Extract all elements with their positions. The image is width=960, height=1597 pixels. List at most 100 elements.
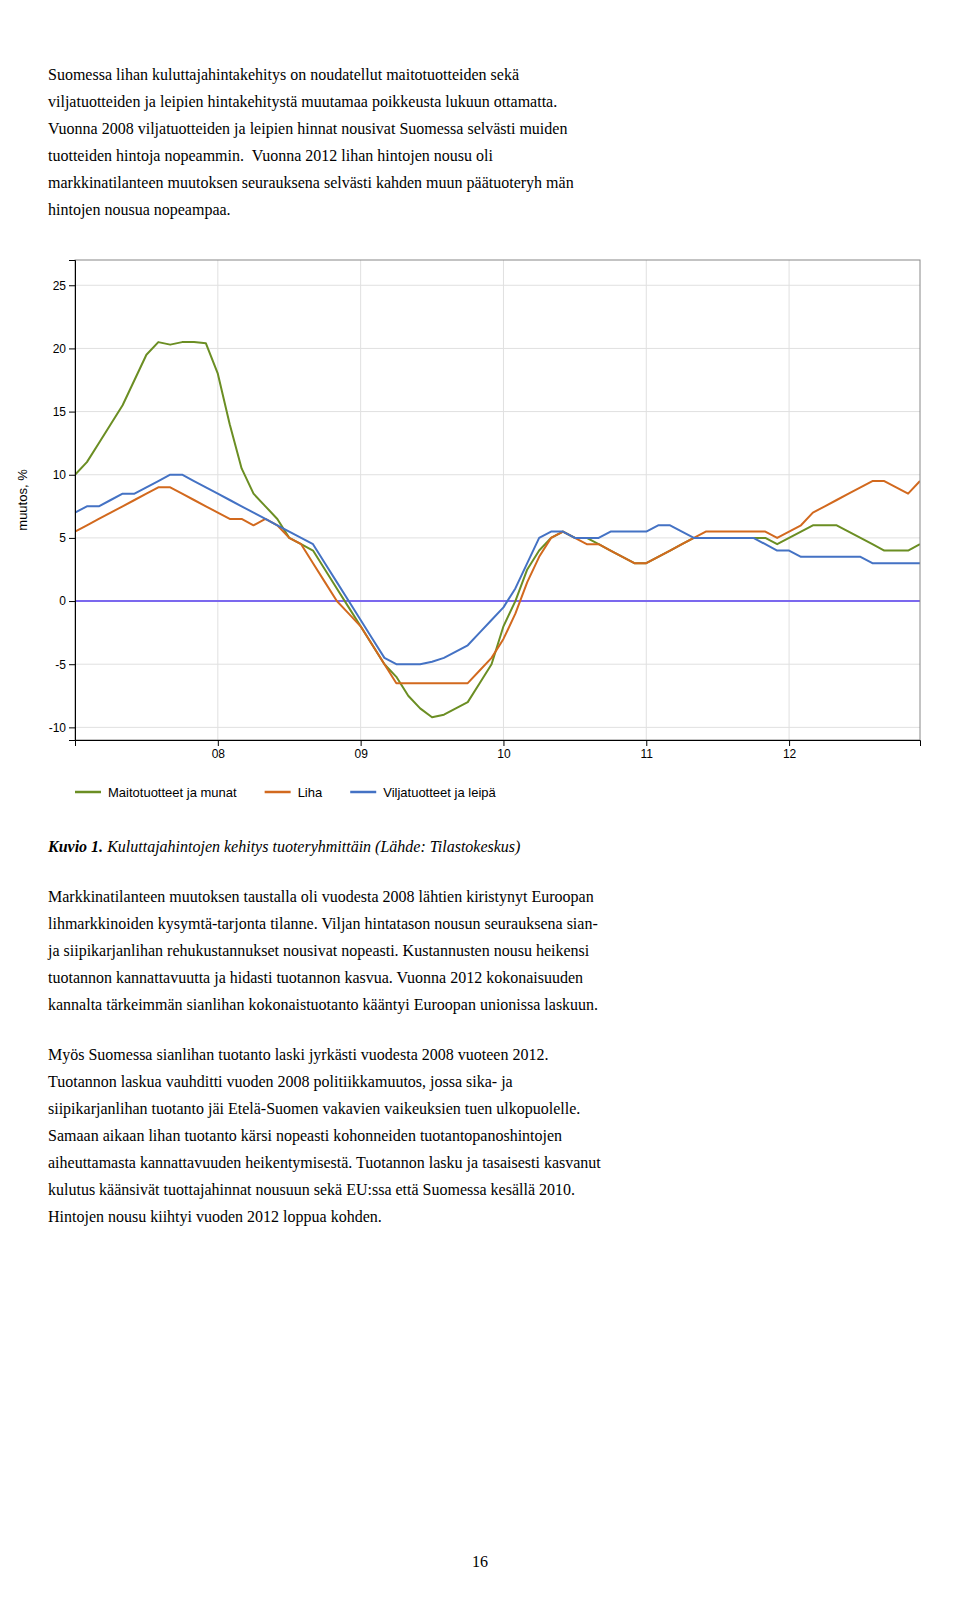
grid-line-y <box>75 664 920 665</box>
paragraph-line: ja siipikarjanlihan rehukustannukset nou… <box>47 942 590 960</box>
x-tick-mark <box>503 740 504 746</box>
series-line <box>75 342 920 717</box>
grid-line-x <box>789 260 790 740</box>
grid-line-y <box>75 727 920 728</box>
x-tick-label: 11 <box>641 747 654 761</box>
paragraph: Suomessa lihan kuluttajahintakehitys on … <box>48 66 574 219</box>
y-tick-mark <box>69 538 75 539</box>
y-axis: -10 -5 0 5 10 15 20 25 <box>49 261 76 741</box>
legend-item: Liha <box>265 785 323 800</box>
legend: Maitotuotteet ja munat Liha Viljatuotteet … <box>75 785 496 800</box>
legend-item: Viljatuotteet ja leipä <box>350 785 496 800</box>
grid-line-x <box>646 260 647 740</box>
plot-area <box>75 342 920 717</box>
paragraph-line: Samaan aikaan lihan tuotanto kärsi nopea… <box>48 1127 562 1145</box>
y-tick-mark <box>69 348 75 349</box>
x-tick: 12 <box>783 740 797 761</box>
grid-line-x <box>503 260 504 740</box>
paragraph-line: siipikarjanlihan tuotanto jäi Etelä-Suom… <box>48 1100 580 1118</box>
x-tick-mark <box>218 740 219 746</box>
legend-label: Viljatuotteet ja leipä <box>383 785 496 800</box>
paragraph-line: aiheuttamasta kannattavuuden heikentymis… <box>48 1154 601 1172</box>
y-tick: 15 <box>53 405 75 419</box>
legend-label: Maitotuotteet ja munat <box>108 785 237 800</box>
paragraph-line: kannalta tärkeimmän sianlihan kokonaistu… <box>48 996 598 1014</box>
chart: -10 -5 0 5 10 15 20 25 08 09 10 11 12 muutos, % Maitot… <box>15 260 921 800</box>
reference-line <box>75 600 920 602</box>
x-axis: 08 09 10 11 12 <box>76 740 921 761</box>
y-tick-label: -10 <box>49 721 67 735</box>
paragraph: Myös Suomessa sianlihan tuotanto laski j… <box>48 1046 601 1226</box>
page: Suomessa lihan kuluttajahintakehitys on … <box>0 0 960 1597</box>
y-tick: -10 <box>49 721 75 735</box>
y-tick-label: 10 <box>53 468 67 482</box>
paragraph-line: hintojen nousua nopeampaa. <box>48 201 231 219</box>
paragraph-line: Hintojen nousu kiihtyi vuoden 2012 loppu… <box>48 1208 382 1226</box>
legend-swatch <box>265 791 291 794</box>
series-line <box>75 481 920 683</box>
grid-line-y <box>75 285 920 286</box>
y-tick-label: 20 <box>53 342 67 356</box>
grid-line-y <box>75 411 920 412</box>
y-tick-mark <box>69 285 75 286</box>
paragraph-line: Tuotannon laskua vauhditti vuoden 2008 p… <box>48 1073 513 1091</box>
paragraph-line: lihmarkkinoiden kysymtä-tarjonta tilanne… <box>48 915 598 933</box>
grid-line-x <box>360 260 361 740</box>
y-tick: 5 <box>59 531 75 545</box>
y-tick-label: 0 <box>59 594 66 608</box>
x-tick-label: 09 <box>354 747 368 761</box>
x-tick-mark <box>361 740 362 746</box>
legend-item: Maitotuotteet ja munat <box>75 785 237 800</box>
y-tick-label: 25 <box>53 279 67 293</box>
x-tick: 10 <box>497 740 511 761</box>
y-tick-label: -5 <box>55 658 66 672</box>
caption-bold: Kuvio 1. <box>47 838 103 855</box>
grid-line-x <box>217 260 218 740</box>
caption-italic: Kuluttajahintojen kehitys tuoteryhmittäi… <box>103 838 520 856</box>
x-tick-label: 08 <box>212 747 226 761</box>
x-tick-label: 10 <box>497 747 511 761</box>
paragraph-line: Vuonna 2008 viljatuotteiden ja leipien h… <box>48 120 567 138</box>
paragraph-line: tuotteiden hintoja nopeammin. Vuonna 201… <box>48 147 493 165</box>
legend-label: Liha <box>298 785 323 800</box>
y-axis-line <box>69 261 76 741</box>
paragraph-line: tuotannon kannattavuutta ja hidasti tuot… <box>48 969 583 987</box>
paragraph-line: Myös Suomessa sianlihan tuotanto laski j… <box>48 1046 548 1064</box>
y-tick-mark <box>69 727 75 728</box>
x-tick: 11 <box>641 740 654 761</box>
y-axis-title: muutos, % <box>15 469 30 531</box>
y-tick-mark <box>69 664 75 665</box>
legend-swatch <box>75 791 101 794</box>
grid-line-y <box>75 537 920 538</box>
x-tick-mark <box>789 740 790 746</box>
grid-line-y <box>75 474 920 475</box>
y-tick-mark <box>69 412 75 413</box>
y-tick: 25 <box>53 279 75 293</box>
y-tick-label: 5 <box>59 531 66 545</box>
page-number: 16 <box>472 1553 488 1570</box>
y-tick: 0 <box>59 594 75 608</box>
plot-frame <box>75 260 920 740</box>
x-tick: 09 <box>354 740 368 761</box>
grid-line-y <box>75 348 920 349</box>
legend-swatch <box>350 791 376 794</box>
paragraph-line: markkinatilanteen muutoksen seurauksena … <box>48 174 574 192</box>
caption: Kuvio 1. Kuluttajahintojen kehitys tuote… <box>47 838 520 856</box>
y-tick-mark <box>69 475 75 476</box>
y-tick: 10 <box>53 468 75 482</box>
y-tick-label: 15 <box>53 405 67 419</box>
paragraph: Markkinatilanteen muutoksen taustalla ol… <box>47 888 598 1014</box>
x-axis-line <box>76 741 921 747</box>
paragraph-line: viljatuotteiden ja leipien hintakehityst… <box>48 93 557 111</box>
x-tick: 08 <box>212 740 226 761</box>
paragraph-line: Markkinatilanteen muutoksen taustalla ol… <box>48 888 594 906</box>
paragraph-line: Suomessa lihan kuluttajahintakehitys on … <box>48 66 519 84</box>
x-tick-label: 12 <box>783 747 797 761</box>
y-tick: 20 <box>53 342 75 356</box>
y-tick: -5 <box>55 658 75 672</box>
y-tick-mark <box>69 601 75 602</box>
series-line <box>75 475 920 664</box>
grid-line-y <box>75 601 920 602</box>
grid <box>75 260 920 740</box>
paragraph-line: kulutus käänsivät tuottajahinnat nousuun… <box>48 1181 575 1199</box>
